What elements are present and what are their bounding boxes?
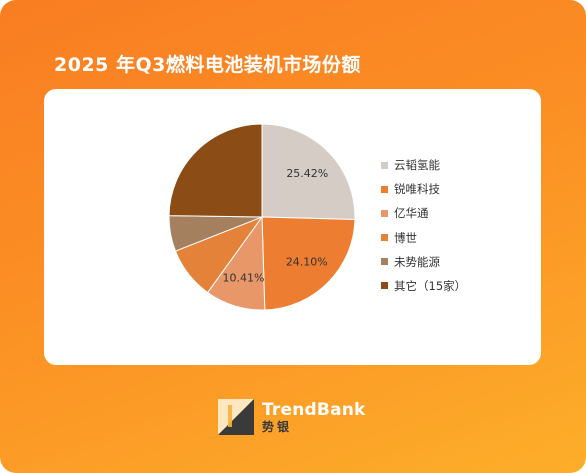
legend-item-1: 云韬氢能 [381,157,466,173]
legend-swatch [381,209,388,217]
legend-label: 锐唯科技 [394,182,440,197]
legend-swatch [381,234,388,242]
pie-slice-1 [261,123,356,220]
legend-swatch [381,161,388,169]
pie-chart: 25.42% 24.10% 10.41% [168,123,356,311]
pie-slice-1-label: 25.42% [286,167,328,180]
legend-swatch [381,185,388,193]
legend-item-3: 亿华通 [381,205,466,221]
chart-title: 2025 年Q3燃料电池装机市场份额 [54,54,361,76]
pie-slice-6 [168,123,263,218]
legend-item-6: 其它（15家） [381,278,466,294]
legend-item-5: 未势能源 [381,254,466,270]
legend-item-4: 博世 [381,230,466,246]
trendbank-logo: TrendBank 势银 [218,399,366,435]
chart-card: 25.42% 24.10% 10.41% 云韬氢能锐唯科技亿华通博世未势能源其它（1… [44,89,541,365]
pie-slice-2-label: 24.10% [286,256,328,269]
legend-label: 其它（15家） [394,278,467,293]
legend-swatch [381,282,388,290]
pie-slice-3-label: 10.41% [223,271,265,284]
pie-slice-2 [261,216,356,311]
legend-label: 云韬氢能 [394,158,440,172]
legend-label: 未势能源 [394,254,440,269]
legend-swatch [381,258,388,266]
legend-label: 博世 [394,230,417,245]
trendbank-logo-icon [218,399,254,435]
logo-name-cn: 势银 [262,419,293,434]
logo-name-en: TrendBank [262,399,366,420]
chart-legend: 云韬氢能锐唯科技亿华通博世未势能源其它（15家） [381,157,466,302]
legend-label: 亿华通 [394,206,429,221]
legend-item-2: 锐唯科技 [381,181,466,197]
